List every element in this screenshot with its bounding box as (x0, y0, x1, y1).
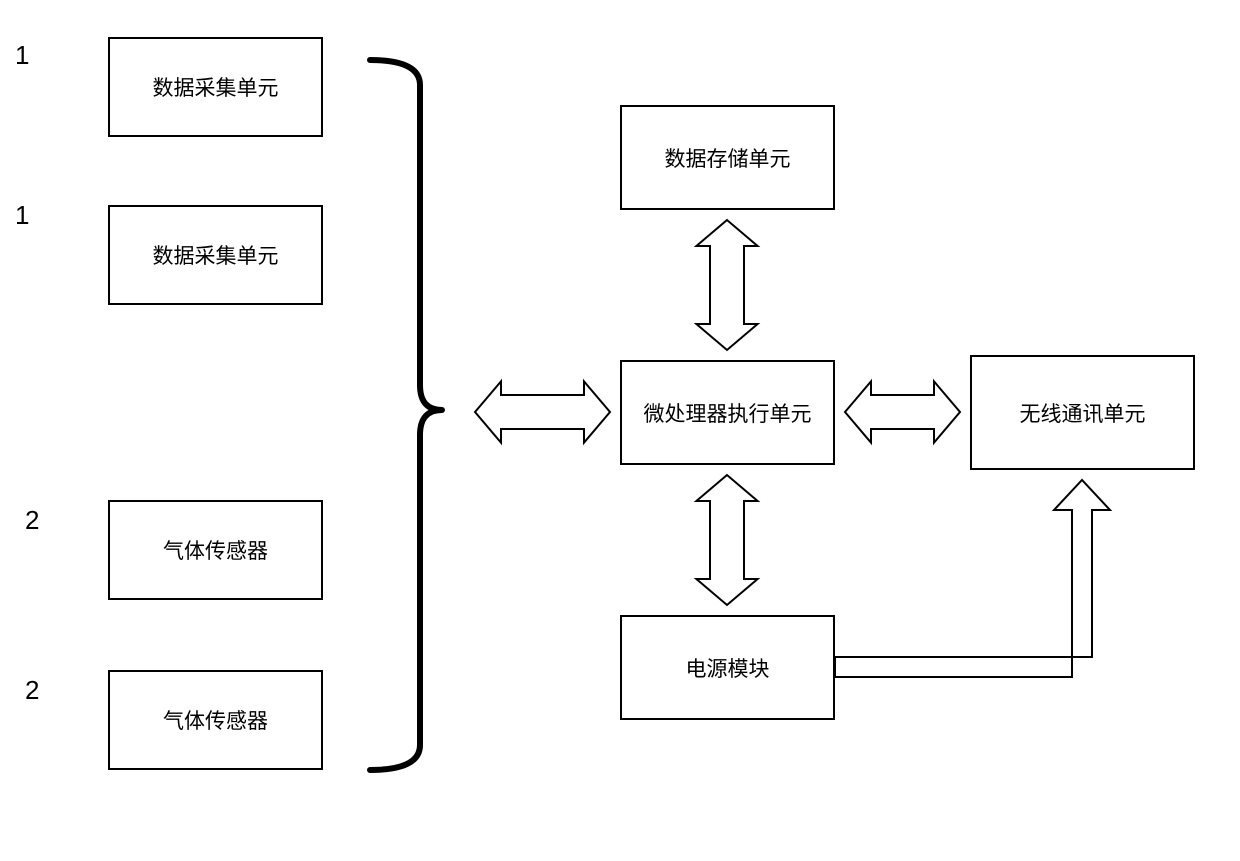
box-power: 电源模块 (620, 615, 835, 720)
label-power: 电源模块 (686, 653, 770, 683)
ref-label-2b: 2 (25, 675, 39, 706)
box-data-acq-2: 数据采集单元 (108, 205, 323, 305)
box-mcu: 微处理器执行单元 (620, 360, 835, 465)
box-gas-sensor-1: 气体传感器 (108, 500, 323, 600)
ref-label-1a: 1 (15, 40, 29, 71)
ref-label-1b: 1 (15, 200, 29, 231)
label-data-acq-1: 数据采集单元 (153, 72, 279, 102)
label-mcu: 微处理器执行单元 (644, 398, 812, 428)
label-gas-sensor-1: 气体传感器 (163, 535, 268, 565)
label-data-acq-2: 数据采集单元 (153, 240, 279, 270)
box-data-acq-1: 数据采集单元 (108, 37, 323, 137)
label-gas-sensor-2: 气体传感器 (163, 705, 268, 735)
label-wireless: 无线通讯单元 (1020, 398, 1146, 428)
box-wireless: 无线通讯单元 (970, 355, 1195, 470)
box-data-store: 数据存储单元 (620, 105, 835, 210)
ref-label-2a: 2 (25, 505, 39, 536)
label-data-store: 数据存储单元 (665, 143, 791, 173)
box-gas-sensor-2: 气体传感器 (108, 670, 323, 770)
